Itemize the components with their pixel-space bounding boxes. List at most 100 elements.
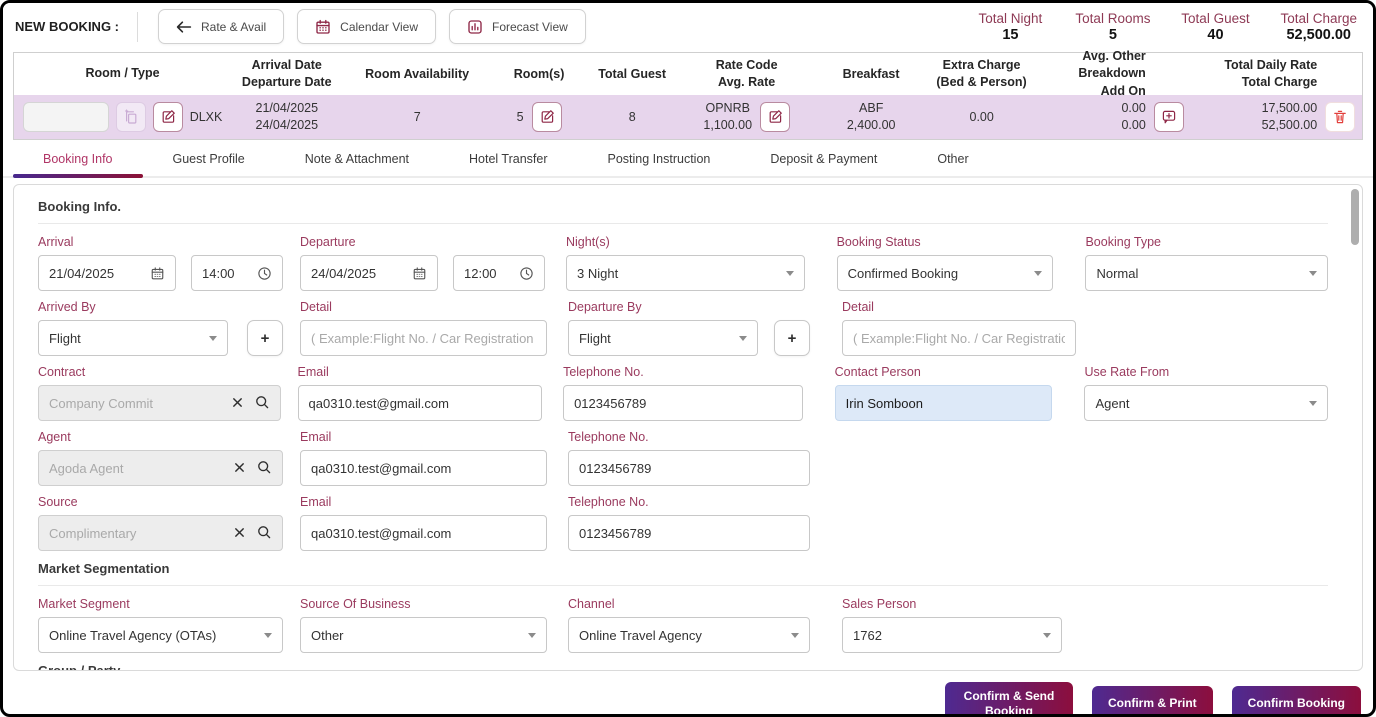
source-email-field[interactable] <box>300 515 547 551</box>
nights-select[interactable]: 3 Night <box>566 255 805 291</box>
room-row: DLXK 21/04/2025 24/04/2025 7 5 8 OPNRB 1,… <box>14 95 1362 139</box>
arrival-detail-input[interactable] <box>311 330 536 346</box>
edit-room-icon[interactable] <box>152 102 183 132</box>
row-add-on: 0.00 <box>1121 118 1146 132</box>
col-extra-charge: Extra Charge (Bed & Person) <box>936 57 1027 90</box>
rate-and-avail-button[interactable]: Rate & Avail <box>158 9 285 44</box>
tab-hotel-transfer[interactable]: Hotel Transfer <box>469 151 548 166</box>
col-rooms: Room(s) <box>513 66 565 81</box>
room-row-dates: 21/04/2025 24/04/2025 <box>231 100 343 135</box>
clock-icon[interactable] <box>257 266 272 281</box>
scrollbar-thumb[interactable] <box>1351 189 1359 245</box>
clear-icon[interactable] <box>234 461 245 476</box>
nights-group: Night(s) 3 Night <box>566 235 805 291</box>
sales-person-select[interactable]: 1762 <box>842 617 1062 653</box>
booking-totals: Total Night 15 Total Rooms 5 Total Guest… <box>975 11 1357 43</box>
agent-group: Agent Agoda Agent <box>38 430 283 486</box>
clock-icon[interactable] <box>519 266 534 281</box>
search-icon[interactable] <box>256 524 272 543</box>
departure-date-field[interactable] <box>300 255 438 291</box>
add-departure-transport-button[interactable]: + <box>774 320 810 356</box>
use-rate-from-select[interactable]: Agent <box>1084 385 1328 421</box>
tab-booking-info[interactable]: Booking Info <box>13 141 143 178</box>
confirm-send-booking-button[interactable]: Confirm & Send Booking <box>945 682 1073 714</box>
agent-phone-input[interactable] <box>579 460 799 476</box>
channel-select[interactable]: Online Travel Agency <box>568 617 810 653</box>
room-row-type-cell: DLXK <box>14 102 231 132</box>
chevron-down-icon <box>1309 400 1317 406</box>
divider <box>38 585 1328 586</box>
search-icon[interactable] <box>256 459 272 478</box>
forecast-view-button[interactable]: Forecast View <box>448 9 586 44</box>
tab-guest-profile[interactable]: Guest Profile <box>172 151 245 166</box>
chevron-down-icon <box>528 632 536 638</box>
booking-status-select[interactable]: Confirmed Booking <box>836 255 1054 291</box>
calendar-icon[interactable] <box>150 266 165 281</box>
source-phone-input[interactable] <box>579 525 799 541</box>
departure-time-field[interactable] <box>453 255 545 291</box>
contract-phone-input[interactable] <box>574 395 792 411</box>
departure-date-input[interactable] <box>311 265 406 281</box>
search-icon[interactable] <box>254 394 270 413</box>
contact-person-field[interactable] <box>834 385 1053 421</box>
contract-phone-field[interactable] <box>563 385 803 421</box>
add-note-icon[interactable] <box>1153 102 1184 132</box>
divider <box>137 11 138 42</box>
agent-email-group: Email <box>300 430 547 486</box>
market-segment-select[interactable]: Online Travel Agency (OTAs) <box>38 617 283 653</box>
contract-email-input[interactable] <box>308 395 532 411</box>
contact-person-input[interactable] <box>845 395 1042 411</box>
calendar-view-label: Calendar View <box>340 19 418 34</box>
clear-icon[interactable] <box>232 396 243 411</box>
add-arrival-transport-button[interactable]: + <box>247 320 283 356</box>
departure-time-input[interactable] <box>464 265 513 281</box>
col-total-guest: Total Guest <box>598 66 667 81</box>
source-phone-field[interactable] <box>568 515 810 551</box>
confirm-booking-button[interactable]: Confirm Booking <box>1231 685 1361 714</box>
agent-email-input[interactable] <box>311 460 536 476</box>
confirm-print-button[interactable]: Confirm & Print <box>1092 685 1213 714</box>
tab-posting-instruction[interactable]: Posting Instruction <box>607 151 711 166</box>
forecast-view-label: Forecast View <box>491 19 568 34</box>
forecast-chart-icon <box>467 19 483 35</box>
departure-detail-field[interactable] <box>842 320 1076 356</box>
delete-room-icon[interactable] <box>1324 102 1355 132</box>
source-lookup-field[interactable]: Complimentary <box>38 515 283 551</box>
source-of-business-select[interactable]: Other <box>300 617 547 653</box>
source-of-business-label: Source Of Business <box>300 597 411 611</box>
departure-by-select[interactable]: Flight <box>568 320 758 356</box>
source-email-input[interactable] <box>311 525 536 541</box>
edit-rate-icon[interactable] <box>760 102 791 132</box>
total-night-value: 15 <box>1002 26 1019 43</box>
agent-email-field[interactable] <box>300 450 547 486</box>
chevron-down-icon <box>209 335 217 341</box>
tab-deposit-payment[interactable]: Deposit & Payment <box>770 151 878 166</box>
contract-email-field[interactable] <box>297 385 543 421</box>
clear-icon[interactable] <box>234 526 245 541</box>
tab-note-attachment[interactable]: Note & Attachment <box>304 151 409 166</box>
arrival-time-input[interactable] <box>202 265 251 281</box>
tab-other[interactable]: Other <box>937 151 969 166</box>
arrived-by-value: Flight <box>49 330 81 346</box>
calendar-icon[interactable] <box>412 266 427 281</box>
booking-type-select[interactable]: Normal <box>1085 255 1328 291</box>
room-number-input[interactable] <box>22 102 109 132</box>
arrival-date-input[interactable] <box>49 265 144 281</box>
col-room-availability: Room Availability <box>365 66 470 81</box>
booking-info-panel: Booking Info. Arrival <box>13 184 1363 671</box>
agent-email-label: Email <box>300 430 332 444</box>
page-title: NEW BOOKING : <box>15 19 119 34</box>
departure-by-value: Flight <box>579 330 611 346</box>
arrival-time-field[interactable] <box>191 255 283 291</box>
agent-phone-field[interactable] <box>568 450 810 486</box>
duplicate-room-icon[interactable] <box>115 102 146 132</box>
arrived-by-select[interactable]: Flight <box>38 320 228 356</box>
contract-lookup-field[interactable]: Company Commit <box>38 385 281 421</box>
agent-lookup-field[interactable]: Agoda Agent <box>38 450 283 486</box>
arrival-detail-field[interactable] <box>300 320 547 356</box>
sales-person-group: Sales Person 1762 <box>842 597 1062 653</box>
edit-rooms-icon[interactable] <box>531 102 562 132</box>
calendar-view-button[interactable]: Calendar View <box>297 9 436 44</box>
departure-detail-input[interactable] <box>853 330 1065 346</box>
arrival-date-field[interactable] <box>38 255 176 291</box>
